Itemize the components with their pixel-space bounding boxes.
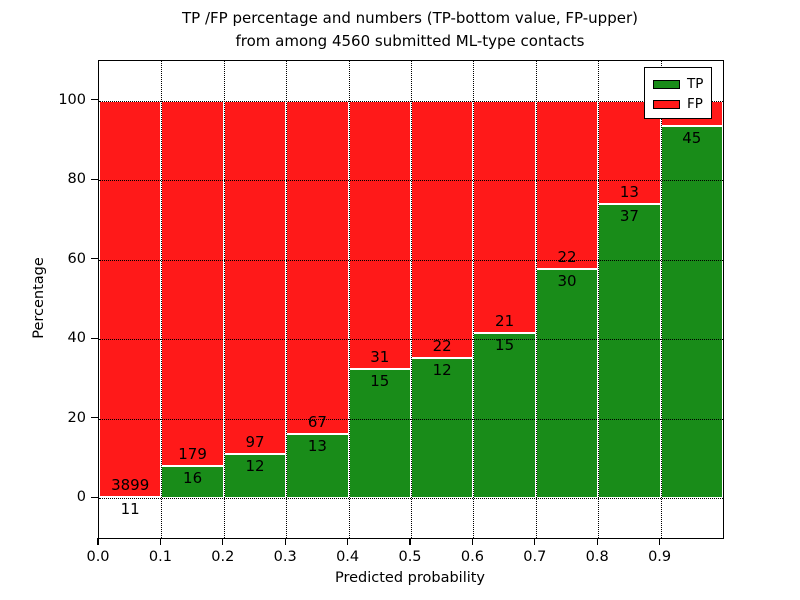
x-tick-mark (346, 538, 349, 545)
tp-count-label: 15 (370, 371, 390, 390)
y-axis-label: Percentage (31, 257, 47, 339)
chart-title-line2: from among 4560 submitted ML-type contac… (235, 32, 585, 50)
x-gridline (411, 61, 412, 538)
y-tick-label: 100 (58, 91, 86, 108)
x-gridline (598, 61, 600, 538)
tp-bar-segment (348, 368, 411, 499)
fp-bar-segment (286, 100, 349, 434)
x-gridline (286, 61, 288, 538)
plot-area: 3899111791697126713311522122115223013373… (98, 60, 724, 539)
x-tick-label: 0.6 (460, 549, 484, 565)
y-tick-label: 20 (67, 409, 86, 426)
x-gridline (161, 61, 163, 538)
fp-bar-segment (223, 100, 287, 455)
x-tick-label: 0.2 (211, 549, 235, 565)
fp-count-label: 13 (619, 183, 639, 202)
x-tick-mark (658, 538, 661, 545)
tp-count-label: 13 (307, 436, 327, 455)
tp-count-label: 30 (557, 271, 577, 290)
fp-count-label: 179 (178, 444, 207, 463)
x-gridline (535, 61, 537, 538)
tp-count-label: 12 (432, 360, 452, 379)
tp-count-label: 45 (682, 128, 702, 147)
fp-count-label: 97 (245, 433, 265, 452)
tp-bar-segment (286, 433, 349, 499)
y-tick-mark (91, 258, 98, 260)
fp-count-label: 31 (370, 347, 390, 366)
fp-bar-segment (473, 100, 536, 333)
fp-count-label: 3899 (111, 476, 150, 495)
x-tick-label: 0.5 (398, 549, 422, 565)
x-tick-mark (409, 538, 411, 545)
tp-bar-segment (660, 125, 723, 499)
fp-bar-segment (535, 100, 599, 269)
legend-label-fp: FP (687, 96, 703, 112)
x-tick-mark (97, 538, 99, 545)
y-tick-label: 0 (76, 489, 86, 506)
y-tick-mark (91, 496, 98, 498)
x-axis-label: Predicted probability (334, 570, 486, 586)
tp-count-label: 16 (183, 468, 203, 487)
tp-count-label: 15 (495, 335, 515, 354)
tp-bar-segment (161, 465, 224, 499)
chart-title-line1: TP /FP percentage and numbers (TP-bottom… (182, 9, 638, 27)
y-tick-mark (91, 337, 98, 339)
tp-bar-segment (535, 268, 599, 499)
x-gridline (348, 61, 350, 538)
x-tick-label: 0.4 (336, 549, 360, 565)
x-tick-mark (284, 538, 286, 545)
x-tick-label: 0.0 (86, 549, 110, 565)
y-tick-label: 60 (67, 250, 86, 267)
x-tick-mark (534, 538, 536, 545)
tp-swatch-icon (653, 79, 680, 89)
fp-bar-segment (99, 100, 162, 498)
y-tick-mark (91, 99, 98, 101)
x-tick-mark (596, 538, 598, 545)
legend-label-tp: TP (687, 76, 704, 92)
fp-count-label: 22 (557, 247, 577, 266)
fp-count-label: 22 (432, 336, 452, 355)
fp-bar-segment (348, 100, 411, 369)
tp-bar-segment (411, 357, 474, 499)
legend-item-tp: TP (653, 74, 711, 94)
x-gridline (660, 61, 662, 538)
x-tick-label: 0.1 (148, 549, 172, 565)
x-gridline (223, 61, 225, 538)
tp-count-label: 37 (619, 207, 639, 226)
y-tick-label: 40 (67, 330, 86, 347)
x-tick-mark (222, 538, 224, 545)
fp-swatch-icon (653, 99, 680, 109)
x-tick-label: 0.3 (273, 549, 297, 565)
x-tick-label: 0.7 (523, 549, 547, 565)
tp-count-label: 11 (120, 500, 140, 519)
fp-bar-segment (161, 100, 224, 466)
tp-bar-segment (598, 204, 661, 499)
x-tick-label: 0.9 (648, 549, 672, 565)
x-tick-label: 0.8 (585, 549, 609, 565)
y-tick-mark (91, 417, 98, 419)
fp-count-label: 21 (495, 311, 515, 330)
legend-item-fp: FP (653, 94, 711, 114)
fp-count-label: 67 (307, 412, 327, 431)
tp-count-label: 12 (245, 457, 265, 476)
x-tick-mark (159, 538, 162, 545)
y-tick-label: 80 (67, 171, 86, 188)
y-tick-mark (91, 178, 98, 180)
x-gridline (473, 61, 475, 538)
tp-bar-segment (473, 332, 536, 499)
fp-bar-segment (411, 100, 474, 358)
legend: TP FP (644, 67, 712, 119)
x-tick-mark (471, 538, 474, 545)
